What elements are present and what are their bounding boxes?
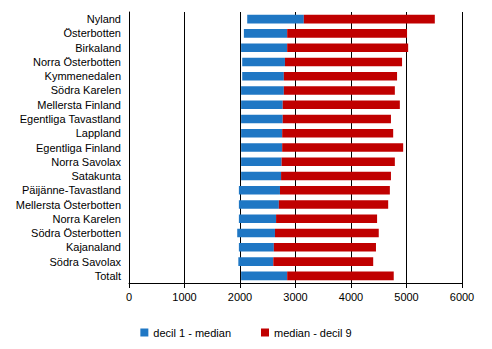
svg-text:2000: 2000 [228,291,252,303]
svg-text:Norra Karelen: Norra Karelen [53,213,121,225]
svg-text:Södra Savolax: Södra Savolax [49,256,121,268]
svg-text:Nyland: Nyland [87,13,121,25]
svg-text:6000: 6000 [450,291,474,303]
svg-text:1000: 1000 [172,291,196,303]
svg-text:Lappland: Lappland [76,127,121,139]
svg-text:Södra Karelen: Södra Karelen [51,84,121,96]
svg-text:Mellersta Finland: Mellersta Finland [37,99,121,111]
svg-text:Mellersta Österbotten: Mellersta Österbotten [16,199,121,211]
svg-text:Österbotten: Österbotten [64,27,121,39]
svg-text:Totalt: Totalt [95,270,121,282]
svg-text:Egentliga Finland: Egentliga Finland [36,142,121,154]
svg-text:3000: 3000 [283,291,307,303]
svg-text:Päijänne-Tavastland: Päijänne-Tavastland [22,184,121,196]
svg-text:Egentliga Tavastland: Egentliga Tavastland [20,113,121,125]
svg-text:Kymmenedalen: Kymmenedalen [45,70,121,82]
svg-text:5000: 5000 [394,291,418,303]
svg-text:0: 0 [126,291,132,303]
svg-text:Birkaland: Birkaland [75,42,121,54]
svg-text:Kajanaland: Kajanaland [66,241,121,253]
svg-text:Satakunta: Satakunta [71,170,121,182]
svg-text:Södra Österbotten: Södra Österbotten [31,227,121,239]
svg-text:median - decil 9: median - decil 9 [274,327,352,339]
svg-text:decil 1 - median: decil 1 - median [153,327,231,339]
svg-text:Norra Österbotten: Norra Österbotten [33,56,121,68]
svg-text:4000: 4000 [339,291,363,303]
svg-text:Norra Savolax: Norra Savolax [51,156,121,168]
